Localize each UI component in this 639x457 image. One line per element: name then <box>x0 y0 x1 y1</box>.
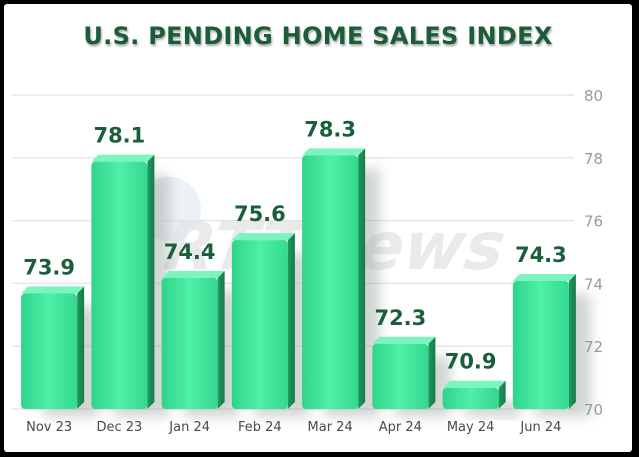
bar-side <box>568 273 576 409</box>
bar <box>91 161 148 409</box>
bar-side <box>77 286 85 409</box>
bar-top <box>231 233 295 241</box>
bar-top <box>512 273 576 281</box>
y-tick-label: 80 <box>584 87 603 105</box>
data-label: 73.9 <box>23 256 75 280</box>
bar-side <box>287 233 295 409</box>
bar-side <box>358 148 366 409</box>
bar <box>372 343 429 409</box>
data-label: 74.3 <box>515 243 567 267</box>
x-tick-label: Mar 24 <box>308 420 353 435</box>
bar-side <box>147 154 155 409</box>
bar <box>161 277 218 409</box>
data-label: 75.6 <box>234 202 286 226</box>
x-tick-label: Jun 24 <box>519 420 561 435</box>
chart-frame: U.S. PENDING HOME SALES INDEX RTTNews 73… <box>4 4 632 452</box>
y-tick-label: 78 <box>584 150 603 168</box>
data-label: 70.9 <box>445 350 497 374</box>
x-tick-label: Jan 24 <box>168 420 210 435</box>
bar-top <box>442 380 506 388</box>
data-label: 72.3 <box>374 306 426 330</box>
y-tick-label: 70 <box>584 401 603 419</box>
y-tick-label: 72 <box>584 338 603 356</box>
bar-top <box>302 148 366 156</box>
bar <box>442 387 499 409</box>
x-tick-label: Feb 24 <box>238 420 282 435</box>
bar-top <box>21 286 85 294</box>
bar-top <box>161 270 225 278</box>
x-tick-label: Nov 23 <box>26 420 72 435</box>
bar-side <box>217 270 225 409</box>
bar <box>231 240 288 409</box>
x-tick-label: May 24 <box>447 420 495 435</box>
bar <box>512 280 569 409</box>
data-label: 78.1 <box>93 124 145 148</box>
y-tick-label: 74 <box>584 275 603 293</box>
chart-title: U.S. PENDING HOME SALES INDEX <box>83 22 553 50</box>
bar <box>21 293 78 409</box>
bar-top <box>372 336 436 344</box>
bar <box>302 155 359 409</box>
bar-side <box>428 336 436 409</box>
x-tick-label: Apr 24 <box>379 420 422 435</box>
data-label: 74.4 <box>164 240 216 264</box>
bar-chart: RTTNews 73.978.174.475.678.372.370.974.3… <box>12 87 603 435</box>
bar-side <box>498 380 506 409</box>
y-tick-label: 76 <box>584 213 603 231</box>
bar-top <box>91 154 155 162</box>
x-tick-label: Dec 23 <box>96 420 142 435</box>
data-label: 78.3 <box>304 117 356 141</box>
